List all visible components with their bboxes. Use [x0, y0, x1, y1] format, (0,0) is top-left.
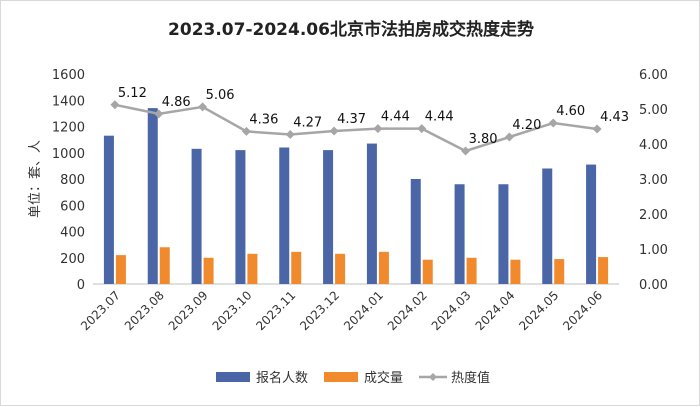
heat-data-label: 4.36 — [249, 112, 278, 127]
y-left-tick-label: 800 — [60, 173, 85, 188]
chart-title: 2023.07-2024.06北京市法拍房成交热度走势 — [168, 19, 534, 40]
x-tick-label: 2023.12 — [297, 288, 342, 333]
legend-swatch — [324, 372, 358, 382]
bar-signups — [498, 184, 509, 284]
heat-data-label: 4.27 — [293, 116, 322, 131]
legend-swatch — [216, 372, 250, 382]
bar-signups — [366, 143, 377, 284]
chart-marks: 0 200 400 600 800 1000 1200 1400 1600 0.00 1.00 2.0… — [52, 68, 668, 333]
bar-signups — [235, 150, 246, 284]
x-tick-label: 2024.04 — [473, 288, 518, 333]
bar-signups — [323, 150, 334, 284]
heat-line — [114, 103, 598, 153]
x-tick-label: 2023.10 — [210, 288, 255, 333]
heat-point — [461, 146, 471, 156]
y-right-tick-label: 1.00 — [639, 243, 668, 258]
y-right-tick-label: 5.00 — [639, 103, 668, 118]
heat-point — [592, 124, 602, 134]
bar-deals — [159, 247, 170, 284]
bar-signups — [586, 164, 597, 284]
heat-point — [110, 100, 120, 110]
legend: 报名人数 成交量 热度值 — [216, 370, 490, 386]
legend-swatch-marker — [429, 373, 437, 381]
heat-data-label: 5.06 — [206, 88, 235, 103]
heat-point — [198, 102, 208, 112]
heat-point — [504, 132, 514, 142]
bar-deals — [115, 255, 126, 284]
x-tick-label: 2024.06 — [560, 288, 605, 333]
y-left-tick-label: 1400 — [52, 94, 85, 109]
bar-deals — [291, 251, 302, 284]
bar-deals — [510, 259, 521, 284]
y-right-tick-label: 2.00 — [639, 208, 668, 223]
y-left-tick-label: 600 — [60, 199, 85, 214]
bar-deals — [203, 257, 214, 284]
bar-signups — [410, 179, 421, 284]
bar-signups — [103, 135, 114, 284]
heat-data-label: 4.44 — [425, 110, 454, 125]
heat-data-label: 4.20 — [512, 118, 541, 133]
heat-data-label: 4.43 — [600, 110, 629, 125]
x-tick-label: 2024.03 — [429, 288, 474, 333]
y-left-tick-label: 400 — [60, 226, 85, 241]
y-right-tick-label: 0.00 — [639, 278, 668, 293]
bar-deals — [598, 257, 609, 284]
legend-label: 报名人数 — [256, 370, 308, 386]
heat-point — [241, 126, 251, 136]
y-left-tick-label: 1600 — [52, 68, 85, 83]
bar-deals — [554, 259, 565, 284]
bar-deals — [466, 257, 477, 284]
heat-data-label: 3.80 — [469, 132, 498, 147]
heat-point — [154, 109, 164, 119]
bar-signups — [191, 148, 202, 284]
y-right-tick-label: 4.00 — [639, 138, 668, 153]
y-right-tick-label: 6.00 — [639, 68, 668, 83]
bar-signups — [147, 108, 158, 284]
bar-deals — [378, 251, 389, 284]
heat-data-label: 4.44 — [381, 110, 410, 125]
bar-deals — [422, 259, 433, 284]
heat-data-label: 4.60 — [556, 104, 585, 119]
x-tick-label: 2024.01 — [341, 288, 386, 333]
heat-point — [373, 124, 383, 134]
bar-deals — [335, 253, 346, 284]
x-tick-label: 2023.08 — [122, 288, 167, 333]
y-axis-label: 单位：套、人 — [27, 140, 43, 218]
legend-label: 热度值 — [451, 370, 490, 386]
y-right-tick-label: 3.00 — [639, 173, 668, 188]
x-tick-label: 2023.07 — [78, 288, 123, 333]
bar-signups — [279, 147, 290, 284]
heat-point — [329, 126, 339, 136]
bar-signups — [542, 168, 553, 284]
heat-data-label: 4.86 — [162, 95, 191, 110]
heat-point — [417, 124, 427, 134]
heat-data-label: 5.12 — [118, 86, 147, 101]
bar-signups — [454, 184, 465, 284]
y-left-tick-label: 1000 — [52, 147, 85, 162]
heat-point — [285, 130, 295, 140]
x-tick-label: 2023.11 — [253, 288, 298, 333]
heat-data-label: 4.37 — [337, 112, 366, 127]
legend-label: 成交量 — [364, 370, 403, 386]
y-left-tick-label: 1200 — [52, 121, 85, 136]
y-left-tick-label: 0 — [77, 278, 85, 293]
x-tick-label: 2023.09 — [166, 288, 211, 333]
x-tick-label: 2024.05 — [516, 288, 561, 333]
bar-deals — [247, 253, 258, 284]
heat-point — [548, 118, 558, 128]
y-left-tick-label: 200 — [60, 252, 85, 267]
x-tick-label: 2024.02 — [385, 288, 430, 333]
